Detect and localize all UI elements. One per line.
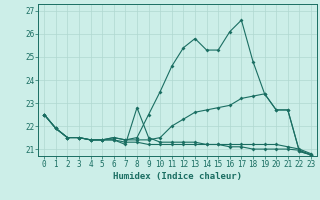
X-axis label: Humidex (Indice chaleur): Humidex (Indice chaleur) (113, 172, 242, 181)
